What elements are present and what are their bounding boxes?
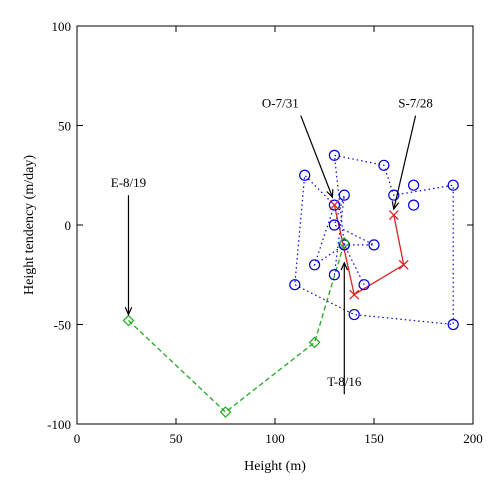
data-point-green	[219, 406, 232, 418]
x-tick-label: 0	[74, 431, 81, 446]
y-tick-label: -100	[47, 417, 71, 432]
plot-marks	[122, 149, 459, 418]
data-point-blue	[388, 189, 400, 201]
data-point-blue	[328, 149, 340, 161]
data-point-blue	[408, 199, 420, 211]
data-point-blue	[309, 259, 321, 271]
annotation-label: E-8/19	[111, 175, 146, 190]
data-point-blue	[378, 159, 390, 171]
annotation-arrow	[300, 115, 333, 198]
y-tick-label: 0	[65, 218, 72, 233]
x-axis-title: Height (m)	[244, 459, 306, 474]
x-tick-label: 50	[170, 431, 183, 446]
data-point-red	[349, 289, 360, 300]
data-point-blue	[299, 169, 311, 181]
y-tick-label: 50	[58, 119, 71, 134]
annotation-label: O-7/31	[262, 96, 299, 111]
data-point-blue	[338, 189, 350, 201]
data-point-blue	[328, 269, 340, 281]
y-tick-label: 100	[52, 19, 72, 34]
data-point-blue	[338, 239, 350, 251]
annotation-arrowhead	[326, 189, 334, 199]
data-point-blue	[289, 279, 301, 291]
y-axis-title: Height tendency (m/day)	[22, 155, 37, 295]
data-point-green	[308, 336, 321, 349]
data-point-red	[398, 259, 409, 270]
axes: 0 50 100 150 200 -100 -50 0 50 100	[47, 19, 483, 446]
annotation-arrow	[393, 115, 417, 210]
data-point-blue	[447, 179, 459, 191]
data-point-blue	[328, 199, 340, 211]
data-point-blue	[348, 308, 360, 321]
data-point-blue	[447, 318, 459, 331]
data-point-blue	[408, 179, 420, 191]
series-line-green	[128, 242, 345, 413]
data-point-blue	[368, 239, 380, 251]
annotation-arrowhead	[340, 261, 349, 271]
x-tick-label: 200	[463, 431, 483, 446]
annotation-label: S-7/28	[398, 96, 433, 111]
x-tick-label: 150	[364, 431, 384, 446]
data-point-blue	[358, 279, 370, 291]
data-point-red	[329, 200, 340, 211]
plot-area-frame	[76, 25, 474, 425]
data-point-green	[122, 314, 135, 327]
y-tick-label: -50	[54, 318, 71, 333]
annotation-arrowhead	[124, 307, 133, 317]
data-point-blue	[328, 219, 340, 231]
data-point-red	[388, 210, 399, 221]
data-point-green	[338, 237, 351, 249]
annotation-arrowhead	[391, 201, 400, 211]
annotations: O-7/31 S-7/28E-8/19T-8/16	[111, 96, 433, 395]
x-tick-label: 100	[265, 431, 285, 446]
